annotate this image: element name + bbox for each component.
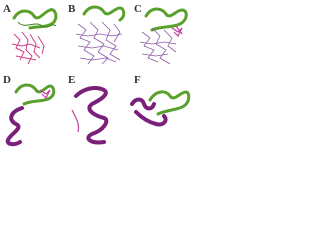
panel-b <box>75 5 126 65</box>
highlight-sticks <box>39 89 51 100</box>
ligand-sticks <box>11 31 45 65</box>
ligand-sticks <box>75 21 123 65</box>
panel-label: B <box>68 3 76 15</box>
ligand-sticks <box>139 27 177 65</box>
ribbon <box>12 8 58 30</box>
loop <box>71 109 80 133</box>
panel-d <box>5 83 56 147</box>
panel-label: D <box>3 74 11 86</box>
panel-e <box>71 86 109 145</box>
panel-a <box>11 8 58 65</box>
panel-label: C <box>134 3 142 15</box>
ribbon <box>148 90 191 116</box>
panel-f <box>130 90 191 127</box>
ribbon <box>144 7 188 32</box>
ribbon-loop <box>17 21 57 28</box>
purple-ribbon <box>5 106 24 147</box>
highlight-sticks <box>171 25 183 38</box>
purple-ribbon <box>74 86 109 145</box>
panel-label: E <box>68 74 75 86</box>
ribbon <box>82 5 126 22</box>
panel-c <box>139 7 188 65</box>
panel-label: F <box>134 74 141 86</box>
figure: A B C D E F <box>3 3 191 147</box>
ribbon <box>14 83 56 106</box>
panel-label: A <box>3 3 11 15</box>
purple-ribbon <box>130 97 168 127</box>
